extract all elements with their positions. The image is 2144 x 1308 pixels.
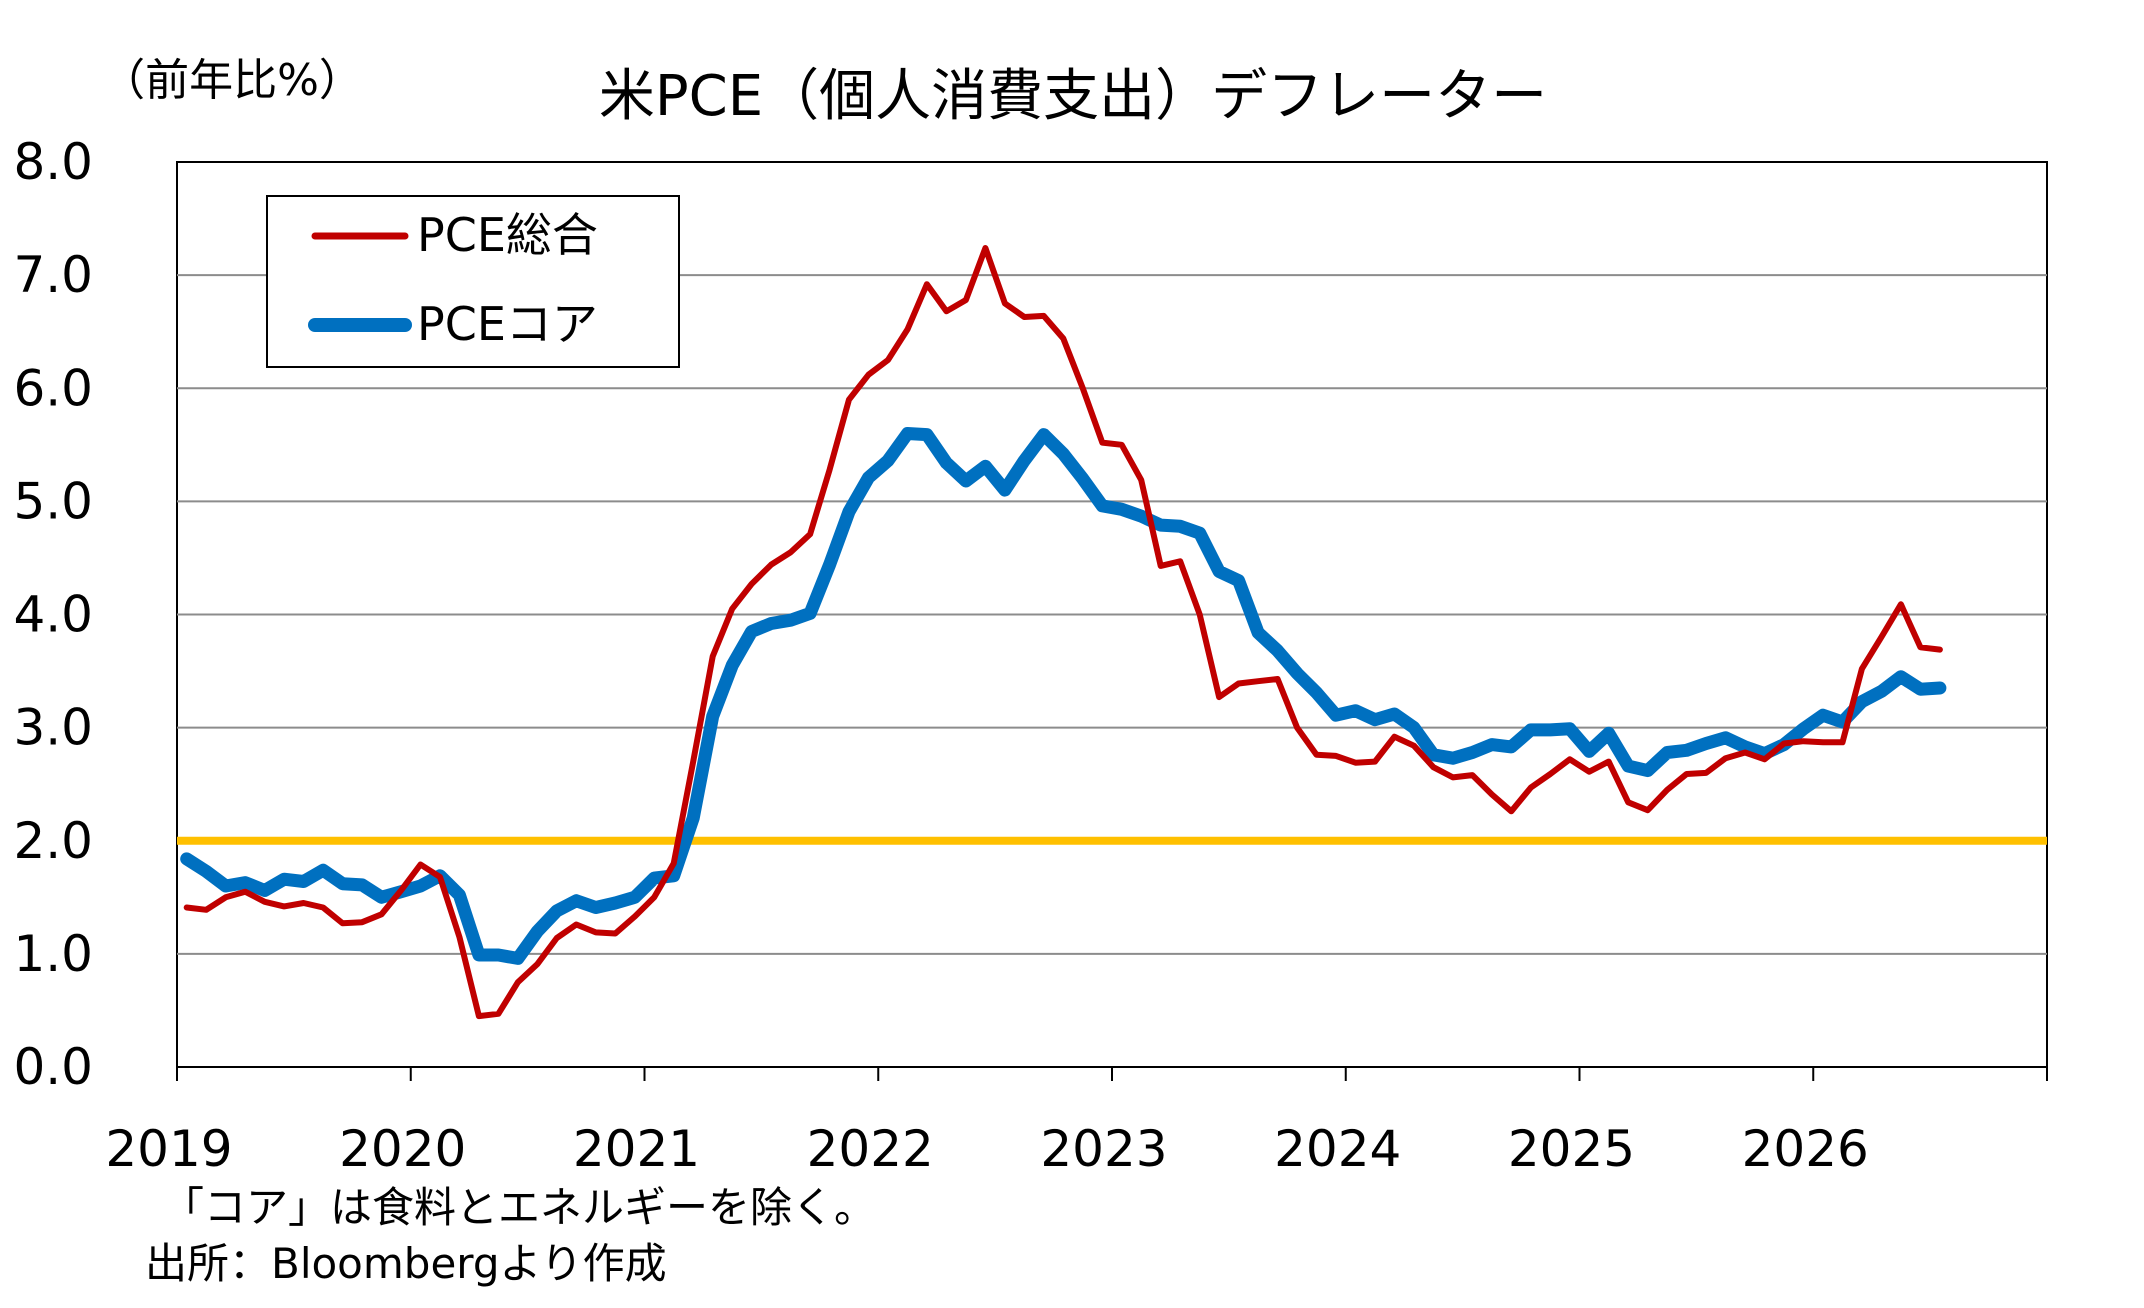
- x-tick-label: 2019: [105, 1120, 232, 1178]
- x-tick-label: 2024: [1274, 1120, 1401, 1178]
- x-tick-label: 2021: [573, 1120, 700, 1178]
- legend: PCE総合 PCEコア: [266, 195, 680, 368]
- y-tick-label: 0.0: [13, 1038, 93, 1096]
- y-tick-label: 2.0: [13, 812, 93, 870]
- y-tick-label: 7.0: [13, 246, 93, 304]
- y-axis-label: （前年比%）: [101, 55, 363, 106]
- x-axis: 2019 2020 2021 2022 2023 2024 2025 2026: [105, 1067, 2048, 1178]
- legend-label-pce-core: PCEコア: [417, 297, 598, 351]
- y-axis: 0.0 1.0 2.0 3.0 4.0 5.0 6.0 7.0 8.0: [13, 133, 93, 1096]
- y-tick-label: 8.0: [13, 133, 93, 191]
- x-tick-label: 2022: [807, 1120, 934, 1178]
- y-tick-label: 4.0: [13, 586, 93, 644]
- y-tick-label: 6.0: [13, 359, 93, 417]
- legend-box: [266, 195, 680, 368]
- chart-title: 米PCE（個人消費支出）デフレーター: [599, 64, 1547, 129]
- note-core-definition: 「コア」は食料とエネルギーを除く。: [162, 1183, 876, 1232]
- x-tick-label: 2025: [1508, 1120, 1635, 1178]
- note-source: 出所：Bloombergより作成: [145, 1239, 667, 1288]
- legend-label-pce-total: PCE総合: [417, 208, 598, 262]
- series-layer: [180, 245, 1947, 1020]
- y-tick-label: 5.0: [13, 472, 93, 530]
- y-tick-label: 1.0: [13, 925, 93, 983]
- y-tick-label: 3.0: [13, 699, 93, 757]
- x-tick-label: 2020: [339, 1120, 466, 1178]
- x-tick-label: 2026: [1742, 1120, 1869, 1178]
- series-line-pce-total: [183, 245, 1943, 1020]
- x-tick-label: 2023: [1040, 1120, 1167, 1178]
- series-line-pce-core: [180, 427, 1947, 965]
